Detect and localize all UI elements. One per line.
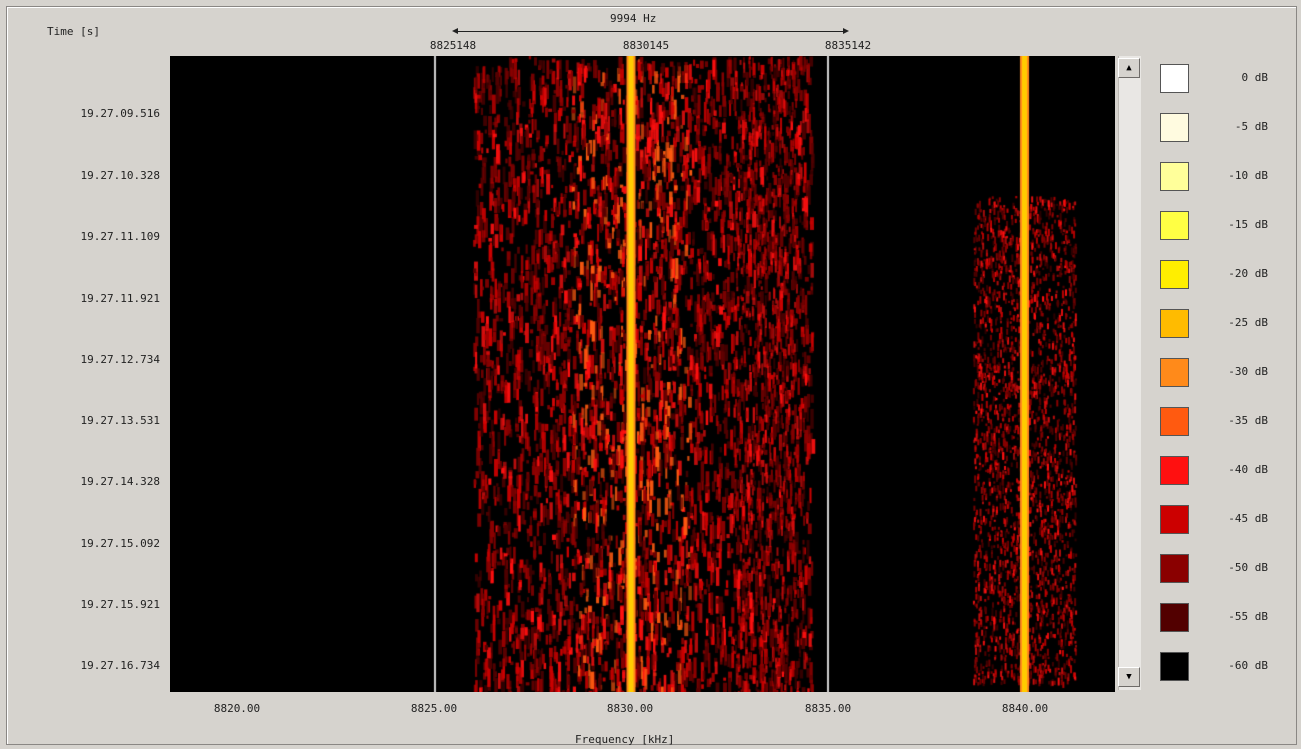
scroll-up-icon[interactable]: ▲: [1118, 58, 1140, 78]
x-tick-label: 8835.00: [804, 702, 852, 715]
bandwidth-right-arrow-icon: [843, 28, 849, 34]
legend-label: -45 dB: [1228, 512, 1268, 525]
scroll-down-icon[interactable]: ▼: [1118, 667, 1140, 687]
band-start-marker: 8825148: [429, 39, 477, 52]
legend-label: -15 dB: [1228, 218, 1268, 231]
time-label: 19.27.14.328: [80, 475, 160, 488]
legend-label: 0 dB: [1241, 71, 1269, 84]
band-center-marker: 8830145: [622, 39, 670, 52]
spectrogram-waterfall[interactable]: [170, 56, 1115, 692]
legend-label: -25 dB: [1228, 316, 1268, 329]
legend-label: -10 dB: [1228, 169, 1268, 182]
bandwidth-bar: [456, 31, 846, 32]
legend-label: -35 dB: [1228, 414, 1268, 427]
time-label: 19.27.11.109: [80, 230, 160, 243]
legend-swatch: [1160, 603, 1189, 632]
x-tick-label: 8820.00: [213, 702, 261, 715]
legend-label: -60 dB: [1228, 659, 1268, 672]
legend-label: -30 dB: [1228, 365, 1268, 378]
time-label: 19.27.13.531: [80, 414, 160, 427]
time-label: 19.27.15.092: [80, 537, 160, 550]
x-tick-label: 8830.00: [606, 702, 654, 715]
legend-swatch: [1160, 211, 1189, 240]
legend-label: -55 dB: [1228, 610, 1268, 623]
waterfall-panel: [6, 6, 1297, 745]
time-label: 19.27.10.328: [80, 169, 160, 182]
legend-label: -40 dB: [1228, 463, 1268, 476]
time-label: 19.27.12.734: [80, 353, 160, 366]
legend-swatch: [1160, 113, 1189, 142]
time-label: 19.27.15.921: [80, 598, 160, 611]
legend-label: -20 dB: [1228, 267, 1268, 280]
legend-swatch: [1160, 358, 1189, 387]
bandwidth-label: 9994 Hz: [610, 12, 657, 25]
legend-swatch: [1160, 162, 1189, 191]
band-end-marker: 8835142: [824, 39, 872, 52]
legend-swatch: [1160, 456, 1189, 485]
legend-swatch: [1160, 64, 1189, 93]
legend-swatch: [1160, 505, 1189, 534]
x-tick-label: 8840.00: [1001, 702, 1049, 715]
time-label: 19.27.16.734: [80, 659, 160, 672]
bandwidth-left-arrow-icon: [452, 28, 458, 34]
time-label: 19.27.11.921: [80, 292, 160, 305]
legend-label: -5 dB: [1234, 120, 1268, 133]
x-tick-label: 8825.00: [410, 702, 458, 715]
time-axis-title: Time [s]: [47, 25, 100, 38]
legend-swatch: [1160, 309, 1189, 338]
legend-label: -50 dB: [1228, 561, 1268, 574]
legend-swatch: [1160, 407, 1189, 436]
vertical-scrollbar[interactable]: [1118, 56, 1141, 690]
time-label: 19.27.09.516: [80, 107, 160, 120]
legend-swatch: [1160, 554, 1189, 583]
legend-swatch: [1160, 652, 1189, 681]
frequency-axis-title: Frequency [kHz]: [575, 733, 675, 746]
legend-swatch: [1160, 260, 1189, 289]
